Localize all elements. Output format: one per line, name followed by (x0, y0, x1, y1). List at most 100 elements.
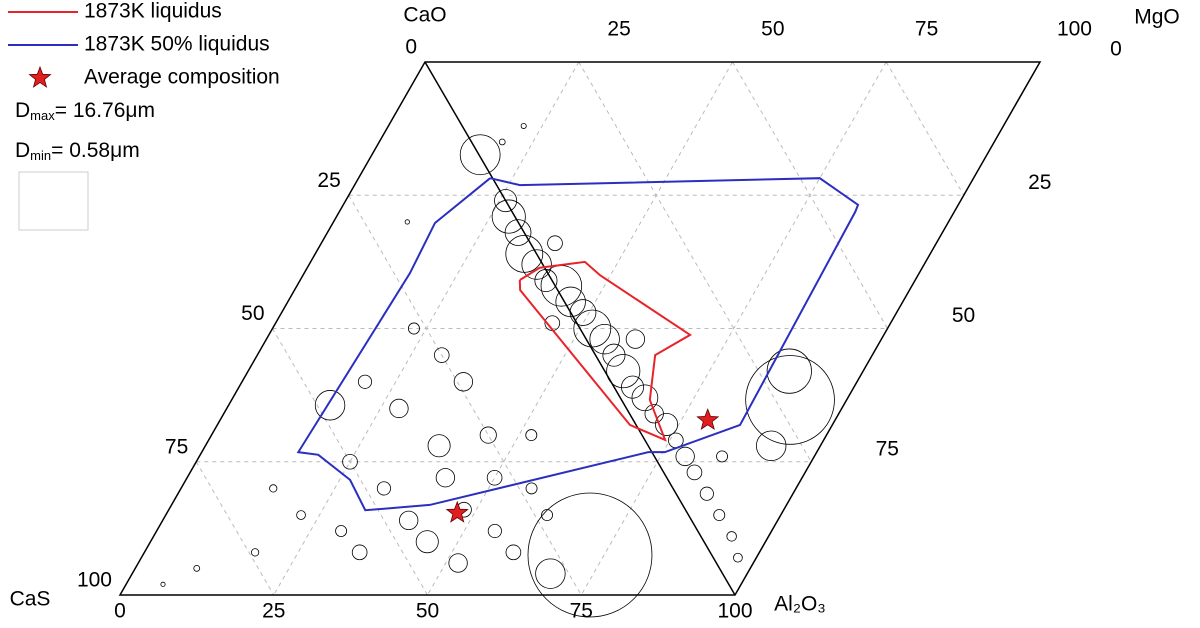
top-tick-label: 100 (1057, 18, 1092, 41)
bubble (193, 564, 201, 572)
bubble (675, 446, 695, 467)
bubble (745, 355, 835, 445)
bubble (540, 265, 583, 307)
bubble (766, 348, 812, 394)
bubble (589, 323, 620, 355)
bubble (699, 486, 714, 501)
average-star (696, 408, 720, 431)
right-tick-label: 0 (1110, 38, 1122, 61)
bottom-tick-label: 75 (570, 600, 593, 623)
bubble (716, 450, 728, 463)
bubble (733, 552, 743, 563)
bubble (389, 398, 409, 419)
corner-label: CaS (10, 588, 51, 611)
left-tick-label: 50 (241, 302, 264, 325)
average-star (445, 500, 469, 523)
right-tick-label: 25 (1028, 171, 1051, 194)
bottom-tick-label: 0 (114, 600, 126, 623)
bubble (269, 484, 278, 493)
bubble (625, 329, 646, 349)
size-text: = 16.76μm (55, 99, 155, 122)
grid-line (885, 61, 965, 196)
bubble (399, 510, 419, 531)
bubble (314, 390, 346, 421)
bubble (376, 481, 392, 496)
bubble (160, 581, 166, 587)
corner-label: Al₂O₃ (774, 593, 826, 616)
bubble (525, 482, 538, 495)
bubble (534, 269, 558, 293)
size-symbol: D (15, 139, 30, 162)
size-legend-label: Dmin= 0.58μm (15, 139, 140, 164)
right-tick-label: 75 (876, 437, 899, 460)
bubble (527, 492, 653, 618)
corner-label: CaO (403, 4, 446, 27)
grid-line (578, 61, 812, 463)
bottom-tick-label: 25 (262, 600, 285, 623)
bubble (408, 322, 420, 335)
bubble (435, 468, 456, 488)
size-text: = 0.58μm (51, 139, 140, 162)
bubble (547, 235, 563, 252)
bubble (631, 384, 659, 412)
bubble (487, 523, 502, 539)
bubble (535, 558, 566, 589)
bubble (491, 199, 526, 234)
grid-line (195, 461, 275, 596)
bubble (335, 525, 348, 537)
left-tick-label: 25 (317, 169, 340, 192)
size-symbol: D (15, 99, 30, 122)
left-tick-label: 75 (165, 435, 188, 458)
size-legend-label: Dmax= 16.76μm (15, 99, 155, 124)
bubble (351, 544, 368, 561)
bubble (541, 509, 553, 521)
bubble (251, 548, 260, 557)
diagonal (424, 61, 736, 596)
liquidus-line (518, 260, 693, 442)
bubble (569, 299, 597, 326)
bubble (459, 134, 501, 176)
bubble (479, 426, 497, 444)
bubble (504, 219, 532, 246)
bubble (505, 544, 522, 561)
bubble (433, 347, 450, 363)
bubble (655, 412, 679, 436)
bubble (494, 189, 518, 213)
size-subscript: min (30, 148, 51, 163)
bottom-tick-label: 50 (416, 600, 439, 623)
grid-line (272, 328, 428, 596)
bottom-tick-label: 100 (717, 600, 752, 623)
grid-line (348, 194, 582, 596)
top-tick-label: 25 (607, 18, 630, 41)
bubble (602, 343, 626, 367)
left-tick-label: 100 (77, 569, 112, 592)
bubble (486, 469, 503, 486)
corner-label: MgO (1134, 6, 1180, 29)
bubble (415, 530, 439, 554)
legend-swatch (28, 65, 52, 88)
left-tick-label: 0 (405, 36, 417, 59)
legend-label: 1873K liquidus (84, 0, 222, 23)
bubble (498, 138, 506, 146)
bubble (686, 464, 703, 481)
size-subscript: max (30, 108, 55, 123)
legend-label: 1873K 50% liquidus (84, 33, 270, 56)
bubble (726, 531, 737, 542)
liquidus-line (296, 177, 860, 512)
bubble (448, 553, 468, 573)
bubble (427, 434, 451, 458)
bubble (621, 375, 645, 399)
plot-frame (118, 61, 1042, 596)
grid-line (580, 61, 887, 596)
top-tick-label: 75 (915, 18, 938, 41)
bubble (525, 429, 538, 442)
bubble (296, 510, 306, 520)
legend-label: Average composition (84, 66, 280, 89)
bubble (453, 372, 474, 392)
bubble (404, 219, 410, 225)
bubble (357, 374, 373, 389)
bubble (342, 453, 358, 470)
size-legend-box (18, 171, 89, 231)
bubble (756, 430, 787, 461)
